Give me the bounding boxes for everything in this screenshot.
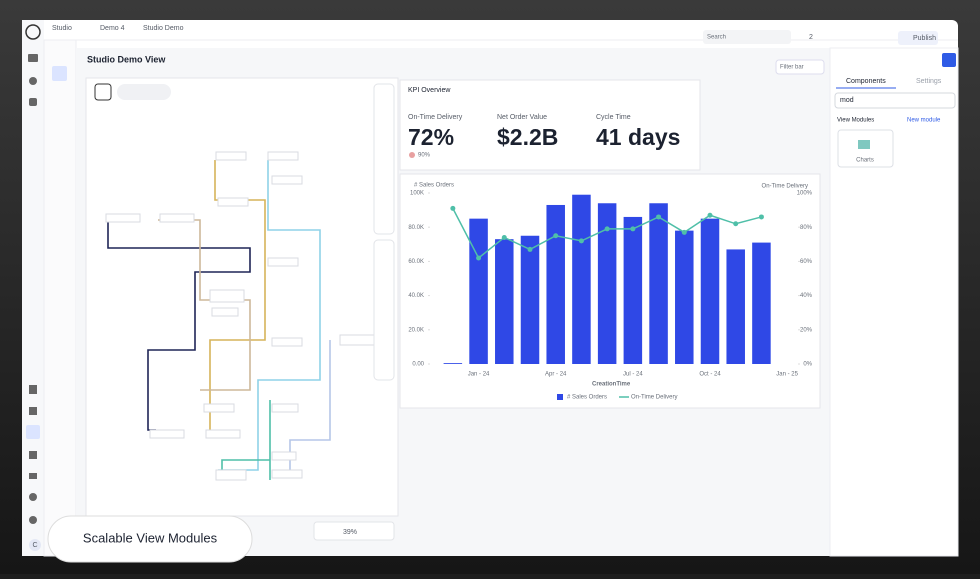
- legend-label: # Sales Orders: [567, 395, 607, 401]
- avatar-letter: C: [32, 542, 37, 549]
- y2-axis-title: On-Time Delivery: [762, 184, 808, 190]
- tool-active[interactable]: [52, 66, 67, 81]
- breadcrumb[interactable]: Studio Demo: [143, 25, 184, 32]
- flow-colors[interactable]: [117, 84, 171, 100]
- tool-rail: [43, 39, 77, 557]
- zoom-control[interactable]: [313, 521, 395, 541]
- zoom-level: 39%: [343, 529, 357, 536]
- kpi-value: 41 days: [596, 124, 680, 150]
- y2-tick-label: 80%: [800, 225, 813, 231]
- close-button[interactable]: [942, 53, 956, 67]
- y-axis-title: # Sales Orders: [414, 183, 454, 189]
- x-tick-label: Jan - 24: [468, 372, 490, 378]
- point: [450, 205, 456, 211]
- panel-search-text: mod: [840, 97, 854, 104]
- kpi-value: $2.2B: [497, 124, 558, 150]
- filter-bar-label: Filter bar: [780, 65, 804, 71]
- new-module[interactable]: New module: [907, 118, 941, 124]
- legend-label: On-Time Delivery: [631, 395, 677, 401]
- y-tick-label: 60.0K: [408, 259, 424, 265]
- tile-icon: [858, 140, 870, 149]
- y-tick-label: 100K: [410, 191, 424, 197]
- y2-tick-label: 20%: [800, 327, 813, 333]
- publish-label: Publish: [913, 35, 936, 42]
- kpi-sub: 90%: [418, 153, 431, 159]
- bar: [520, 235, 540, 364]
- point: [553, 233, 559, 239]
- flow-tool[interactable]: [94, 83, 112, 101]
- bar: [443, 363, 463, 364]
- kpi-title: KPI Overview: [408, 87, 451, 94]
- point: [630, 226, 636, 232]
- point: [578, 238, 584, 244]
- caption: Scalable View Modules: [83, 530, 218, 545]
- logo: [25, 24, 41, 40]
- y-tick-label: 80.0K: [408, 225, 424, 231]
- search-placeholder: Search: [707, 35, 726, 41]
- publish-button[interactable]: [898, 31, 938, 45]
- x-tick-label: Oct - 24: [699, 372, 721, 378]
- tab[interactable]: Settings: [916, 78, 942, 85]
- bar: [469, 218, 488, 364]
- y2-tick-label: 0%: [803, 362, 812, 368]
- point: [733, 221, 739, 227]
- bar: [675, 230, 694, 364]
- rail-icons: [26, 54, 40, 524]
- chart: 0.00 20.0K 40.0K 60.0K 80.0K 100K 0% 20% 40% 60% 8…: [408, 191, 812, 401]
- bar: [726, 249, 745, 364]
- bar: [623, 216, 643, 364]
- y2-tick-label: 40%: [800, 293, 813, 299]
- bar: [572, 194, 591, 364]
- right-panel: [829, 47, 959, 557]
- point: [527, 246, 533, 252]
- y-tick-label: 20.0K: [408, 327, 424, 333]
- point: [501, 234, 507, 240]
- kpi-label: Cycle Time: [596, 114, 631, 121]
- breadcrumb[interactable]: Demo 4: [100, 25, 125, 32]
- kpi-label: On-Time Delivery: [408, 114, 463, 121]
- panel-search[interactable]: [834, 92, 956, 109]
- y2-tick-label: 100%: [797, 191, 813, 197]
- y-tick-label: 0.00: [412, 362, 424, 368]
- x-tick-label: Jan - 25: [776, 372, 798, 378]
- kpi-value: 72%: [408, 124, 454, 150]
- x-tick-label: Jul - 24: [623, 372, 643, 378]
- kpi-sub-icon: [409, 152, 415, 158]
- flow-toolbar[interactable]: [373, 239, 395, 381]
- search-box[interactable]: [703, 30, 791, 44]
- tile-label: Charts: [856, 158, 874, 164]
- section-title: View Modules: [837, 118, 874, 124]
- point: [656, 214, 662, 220]
- flow-toolbar[interactable]: [373, 83, 395, 235]
- point: [681, 229, 687, 235]
- x-axis-title: CreationTime: [592, 382, 631, 388]
- tab-active[interactable]: Components: [846, 78, 886, 85]
- bar: [752, 242, 771, 364]
- legend-swatch: [557, 394, 563, 400]
- point: [758, 214, 764, 220]
- point: [707, 212, 713, 218]
- bar: [495, 239, 514, 364]
- icon-rail: [22, 20, 44, 556]
- x-tick-label: Apr - 24: [545, 372, 567, 378]
- y-tick-label: 40.0K: [408, 293, 424, 299]
- y2-tick-label: 60%: [800, 259, 813, 265]
- bar: [700, 218, 720, 364]
- bar: [597, 203, 617, 364]
- view-title: Studio Demo View: [87, 54, 166, 64]
- avatar[interactable]: [29, 539, 41, 551]
- caption-pill: [47, 515, 253, 563]
- point: [476, 255, 482, 261]
- bar: [649, 203, 668, 364]
- bar: [546, 204, 565, 364]
- filter-bar-button[interactable]: [775, 59, 825, 75]
- count: 2: [809, 34, 813, 41]
- kpi-label: Net Order Value: [497, 114, 547, 121]
- kpi-card: [399, 79, 701, 171]
- point: [604, 226, 610, 232]
- breadcrumb[interactable]: Studio: [52, 25, 72, 32]
